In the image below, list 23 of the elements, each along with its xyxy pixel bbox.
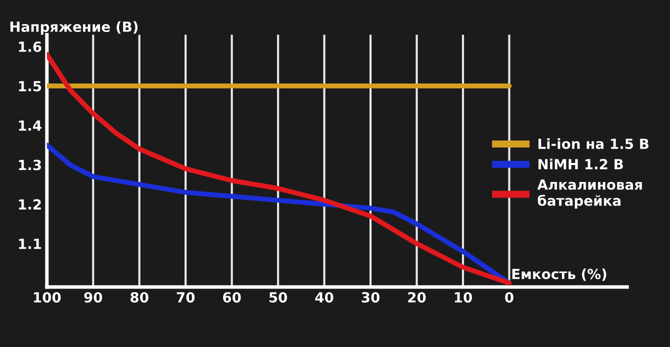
- legend-label: Li-ion на 1.5 В: [538, 138, 648, 150]
- x-tick-label: 50: [269, 292, 288, 303]
- x-tick-label: 90: [84, 292, 102, 303]
- x-axis-title: Емкость (%): [512, 268, 606, 281]
- line-series: [46, 52, 512, 286]
- x-tick-label: 10: [454, 292, 472, 303]
- y-tick-label: 1.4: [19, 120, 42, 131]
- x-tick-label: 30: [362, 292, 380, 303]
- x-tick-label: 60: [223, 292, 241, 303]
- x-tick-label: 100: [34, 292, 61, 303]
- legend-label: Алкалиновая батарейка: [537, 179, 642, 209]
- y-tick-label: 1.3: [19, 160, 41, 170]
- x-tick-label: 40: [315, 292, 334, 303]
- y-tick-label: 1.1: [19, 238, 42, 249]
- x-tick-label: 80: [130, 292, 148, 303]
- y-axis-title: Напряжение (В): [10, 21, 138, 35]
- y-tick-label: 1.6: [19, 42, 42, 52]
- x-tick-label: 0: [505, 292, 514, 303]
- legend-label: NiMH 1.2 В: [538, 158, 623, 170]
- x-tick-label: 70: [176, 292, 195, 303]
- y-tick-label: 1.5: [19, 81, 42, 92]
- x-tick-label: 20: [408, 292, 426, 303]
- y-tick-label: 1.2: [19, 199, 41, 210]
